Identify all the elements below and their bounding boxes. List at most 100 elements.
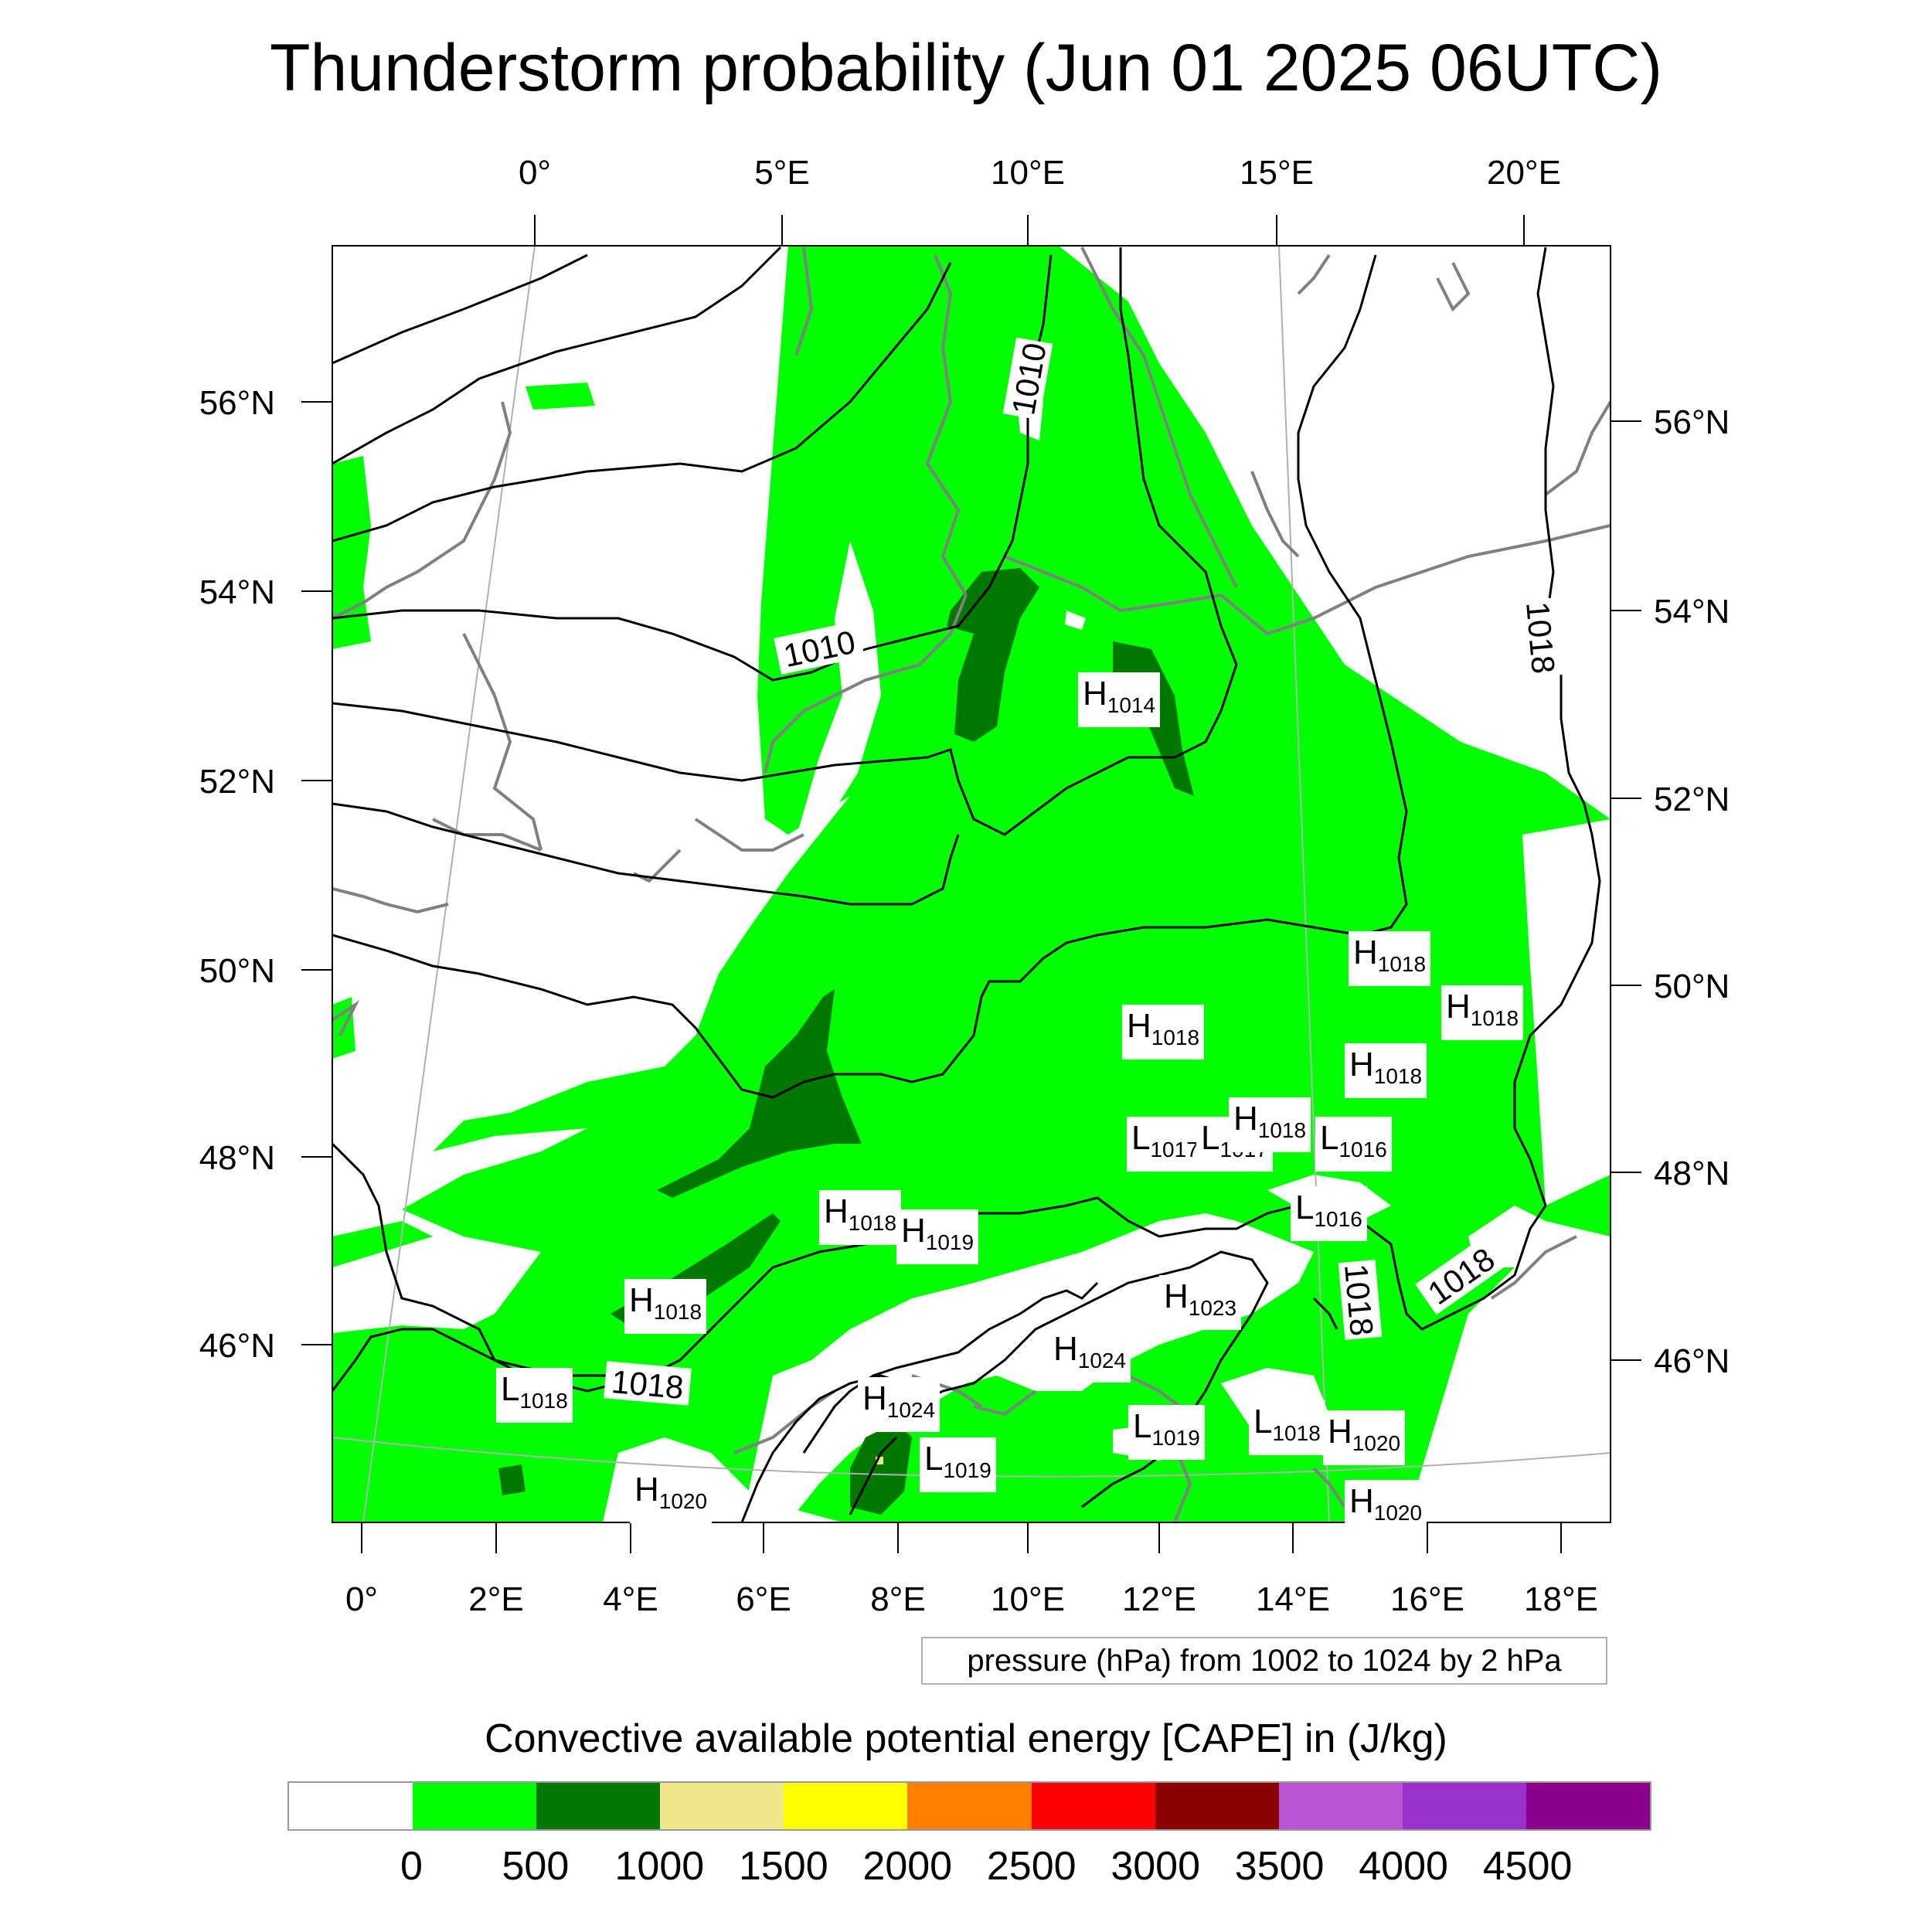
pressure-center-label: L1017 (1127, 1117, 1203, 1172)
pressure-center-type: H (1349, 1482, 1374, 1520)
colorbar-tick-label: 2000 (862, 1844, 953, 1889)
pressure-center-type: L (1295, 1189, 1315, 1226)
pressure-center-value: 1019 (925, 1230, 975, 1254)
bottom-lon-label: 18°E (1524, 1580, 1598, 1618)
pressure-center-value: 1020 (1373, 1501, 1423, 1525)
colorbar-tick-label: 3000 (1111, 1844, 1201, 1889)
colorbar-tick-label: 1000 (614, 1844, 705, 1889)
pressure-center-value: 1023 (1188, 1296, 1237, 1320)
colorbar-tick-label: 0 (400, 1844, 423, 1889)
map-title: Thunderstorm probability (Jun 01 2025 06… (269, 31, 1663, 105)
pressure-center-value: 1018 (848, 1211, 897, 1235)
pressure-center-type: H (1164, 1277, 1189, 1315)
top-lon-label: 0° (519, 154, 551, 192)
isobar-label: 1018 (1519, 597, 1564, 678)
pressure-center-label: H1019 (896, 1209, 979, 1264)
isobar-label-text: 1018 (1338, 1263, 1380, 1338)
right-lat-label: 50°N (1654, 968, 1730, 1005)
left-lat-label: 48°N (199, 1139, 275, 1177)
colorbar (287, 1781, 1651, 1831)
pressure-center-label: H1018 (1229, 1097, 1311, 1152)
right-lat-label: 56°N (1654, 403, 1730, 441)
pressure-center-type: L (1133, 1407, 1152, 1445)
right-lat-label: 52°N (1654, 781, 1730, 818)
pressure-center-type: H (634, 1471, 659, 1509)
colorbar-tick-label: 1500 (738, 1844, 828, 1889)
pressure-center-type: L (1253, 1403, 1273, 1440)
bottom-lon-label: 0° (345, 1580, 378, 1618)
pressure-center-label: L1019 (1128, 1405, 1205, 1460)
colorbar-tick-label: 4500 (1482, 1844, 1573, 1889)
left-lat-label: 56°N (199, 384, 275, 422)
colorbar-tick-label: 3500 (1234, 1844, 1325, 1889)
pressure-center-type: L (501, 1370, 520, 1408)
colorbar-title: Convective available potential energy [C… (485, 1716, 1447, 1761)
pressure-center-value: 1018 (653, 1300, 702, 1324)
pressure-center-value: 1018 (1377, 952, 1427, 976)
bottom-lon-label: 8°E (870, 1580, 925, 1618)
pressure-center-value: 1018 (519, 1389, 568, 1413)
colorbar-swatch (289, 1783, 413, 1829)
pressure-center-value: 1020 (1352, 1431, 1401, 1455)
pressure-center-value: 1014 (1107, 693, 1156, 717)
right-lat-label: 46°N (1654, 1342, 1730, 1380)
colorbar-swatch (536, 1783, 661, 1829)
pressure-center-label: L1016 (1315, 1117, 1392, 1172)
isobar-label-text: 1018 (610, 1363, 685, 1406)
pressure-center-type: H (824, 1192, 849, 1230)
bottom-lon-label: 14°E (1256, 1580, 1330, 1618)
left-lat-label: 52°N (199, 763, 275, 801)
pressure-center-type: L (1131, 1119, 1151, 1157)
bottom-lon-label: 10°E (991, 1580, 1065, 1618)
pressure-center-type: H (1233, 1100, 1258, 1138)
pressure-center-label: L1018 (496, 1368, 573, 1423)
pressure-center-label: L1019 (920, 1437, 996, 1492)
pressure-center-label: L1016 (1291, 1186, 1367, 1241)
pressure-center-type: H (1328, 1413, 1352, 1451)
pressure-center-value: 1018 (1470, 1006, 1519, 1030)
bottom-lon-label: 6°E (736, 1580, 791, 1618)
pressure-center-label: H1018 (1441, 985, 1524, 1040)
colorbar-swatch (1278, 1783, 1403, 1829)
pressure-center-value: 1024 (1077, 1349, 1127, 1372)
bottom-lon-label: 16°E (1390, 1580, 1464, 1618)
pressure-center-type: L (1201, 1119, 1220, 1157)
pressure-center-type: H (1446, 988, 1471, 1026)
pressure-center-value: 1019 (1151, 1426, 1200, 1450)
pressure-center-value: 1018 (1373, 1064, 1423, 1088)
bottom-lon-label: 2°E (468, 1580, 523, 1618)
pressure-center-label: H1014 (1078, 672, 1161, 727)
pressure-center-type: H (629, 1281, 654, 1319)
colorbar-tick-label: 500 (502, 1844, 570, 1889)
cape-gap-netherlands (788, 541, 881, 866)
colorbar-swatch (660, 1783, 784, 1829)
colorbar-swatch (1402, 1783, 1526, 1829)
bottom-lon-label: 4°E (603, 1580, 658, 1618)
left-lat-label: 54°N (199, 573, 275, 611)
pressure-center-label: H1018 (624, 1279, 707, 1334)
pressure-center-label: L1018 (1249, 1400, 1325, 1455)
pressure-center-value: 1024 (886, 1398, 936, 1422)
pressure-center-type: L (924, 1440, 944, 1478)
right-lat-label: 48°N (1654, 1155, 1730, 1192)
pressure-center-label: H1018 (1345, 1043, 1427, 1098)
contour-info-box: pressure (hPa) from 1002 to 1024 by 2 hP… (921, 1637, 1607, 1685)
top-lon-label: 5°E (754, 154, 809, 192)
contour-info-text: pressure (hPa) from 1002 to 1024 by 2 hP… (967, 1643, 1562, 1678)
colorbar-swatch (1155, 1783, 1279, 1829)
pressure-center-type: H (862, 1379, 887, 1417)
pressure-center-value: 1018 (1257, 1118, 1307, 1142)
pressure-center-type: H (1349, 1046, 1374, 1083)
pressure-center-label: H1018 (819, 1190, 902, 1245)
pressure-center-value: 1020 (658, 1489, 708, 1513)
pressure-center-value: 1017 (1150, 1138, 1199, 1162)
pressure-center-label: H1023 (1159, 1275, 1242, 1330)
pressure-center-value: 1018 (1151, 1026, 1200, 1049)
pressure-center-value: 1019 (943, 1458, 992, 1482)
pressure-center-type: H (1053, 1330, 1078, 1368)
right-lat-label: 54°N (1654, 593, 1730, 631)
top-lon-label: 20°E (1487, 154, 1561, 192)
colorbar-swatch (413, 1783, 537, 1829)
colorbar-tick-label: 2500 (986, 1844, 1077, 1889)
pressure-center-label: H1020 (630, 1468, 713, 1523)
